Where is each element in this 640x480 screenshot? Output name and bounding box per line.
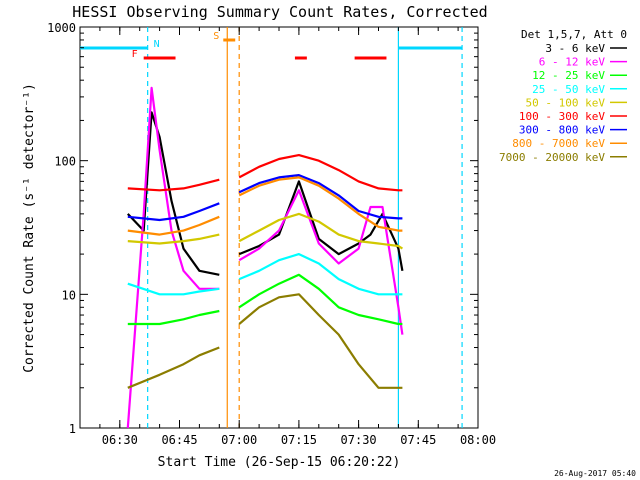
series-line-7-0 (127, 215, 220, 236)
legend-title: Det 1,5,7, Att 0 (521, 28, 627, 41)
series-line-8-0 (127, 346, 220, 389)
flag-F-label: F (132, 49, 138, 60)
y-tick-label-3: 1000 (47, 21, 76, 35)
flag-N-label: N (154, 39, 160, 50)
series-line-1-0 (126, 86, 220, 429)
legend-label-3: 25 - 50 keV (532, 83, 605, 96)
series-line-0-0 (127, 111, 220, 276)
time-markers (147, 27, 463, 428)
series-line-8-1 (238, 293, 403, 389)
series-lines (126, 86, 404, 429)
x-axis-label: Start Time (26-Sep-15 06:20:22) (158, 455, 401, 470)
series-line-2-1 (238, 273, 403, 326)
series-line-7-1 (238, 176, 403, 232)
series-line-2-0 (127, 309, 220, 326)
series-line-5-1 (238, 154, 403, 192)
series-line-1-1 (238, 189, 404, 335)
flag-S-label: S (213, 31, 219, 42)
series-line-6-0 (127, 202, 220, 222)
legend-label-5: 100 - 300 keV (519, 110, 605, 123)
series-line-0-1 (238, 180, 404, 271)
y-axis-label: Corrected Count Rate (s⁻¹ detector⁻¹) (22, 83, 37, 373)
legend-label-6: 300 - 800 keV (519, 124, 605, 137)
chart-title: HESSI Observing Summary Count Rates, Cor… (72, 3, 487, 21)
y-axis: 1 10 100 1000 (47, 21, 478, 436)
series-line-3-1 (238, 253, 403, 296)
series-line-3-0 (127, 282, 220, 296)
series-line-4-1 (238, 212, 403, 250)
y-tick-label-1: 10 (62, 288, 76, 302)
flag-bars: F N S (80, 31, 463, 60)
series-line-6-1 (238, 174, 403, 220)
series-line-5-0 (127, 178, 220, 192)
x-tick-label-1: 06:45 (161, 433, 197, 447)
x-tick-label-5: 07:45 (400, 433, 436, 447)
legend-label-2: 12 - 25 keV (532, 69, 605, 82)
legend-label-7: 800 - 7000 keV (512, 137, 605, 150)
footer-timestamp: 26-Aug-2017 05:40 (554, 469, 636, 478)
x-tick-label-3: 07:15 (281, 433, 317, 447)
x-tick-label-4: 07:30 (341, 433, 377, 447)
legend-label-8: 7000 - 20000 keV (499, 151, 605, 164)
legend-label-0: 3 - 6 keV (545, 42, 605, 55)
x-axis: 06:30 06:45 07:00 07:15 07:30 07:45 08:00 (99, 27, 496, 447)
legend-label-1: 6 - 12 keV (539, 56, 606, 69)
x-tick-label-2: 07:00 (221, 433, 257, 447)
plot-area: F N S (79, 26, 479, 429)
x-tick-label-0: 06:30 (102, 433, 138, 447)
x-tick-label-6: 08:00 (460, 433, 496, 447)
legend-label-4: 50 - 100 keV (526, 96, 606, 109)
y-tick-label-2: 100 (54, 155, 76, 169)
series-line-4-0 (127, 233, 220, 245)
y-tick-label-0: 1 (69, 422, 76, 436)
